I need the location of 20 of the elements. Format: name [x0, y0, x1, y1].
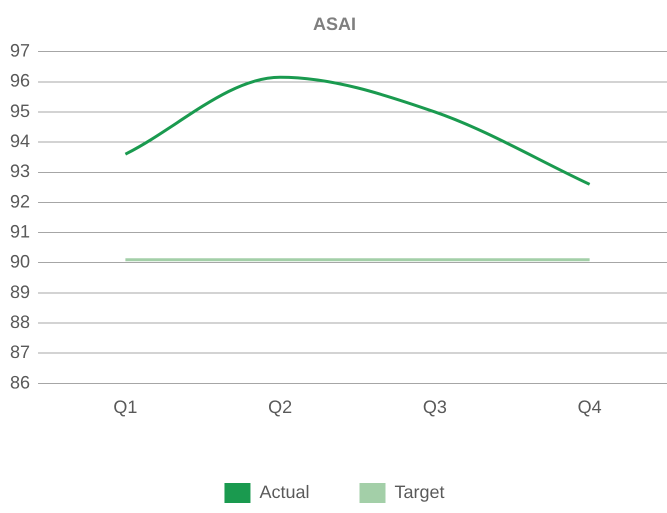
y-tick-label: 97 — [10, 40, 30, 61]
legend-label: Target — [394, 482, 445, 502]
legend-label: Actual — [259, 482, 310, 502]
y-tick-label: 96 — [10, 70, 30, 91]
y-tick-label: 88 — [10, 312, 30, 332]
x-tick-label: Q3 — [422, 397, 447, 418]
x-tick-label: Q4 — [578, 397, 602, 418]
line-series — [124, 76, 592, 186]
y-tick-label: 89 — [10, 282, 30, 302]
y-tick-label: 87 — [10, 342, 30, 362]
y-tick-label: 93 — [10, 161, 30, 182]
y-tick-label: 95 — [10, 100, 30, 121]
x-tick-label: Q2 — [268, 397, 292, 418]
y-tick-label: 94 — [10, 131, 30, 152]
x-tick-label: Q1 — [113, 397, 138, 418]
y-tick-label: 92 — [10, 191, 30, 212]
chart-title: ASAI — [312, 14, 356, 34]
y-tick-label: 91 — [10, 222, 30, 242]
y-tick-label: 86 — [10, 372, 30, 392]
y-tick-label: 90 — [10, 252, 30, 272]
